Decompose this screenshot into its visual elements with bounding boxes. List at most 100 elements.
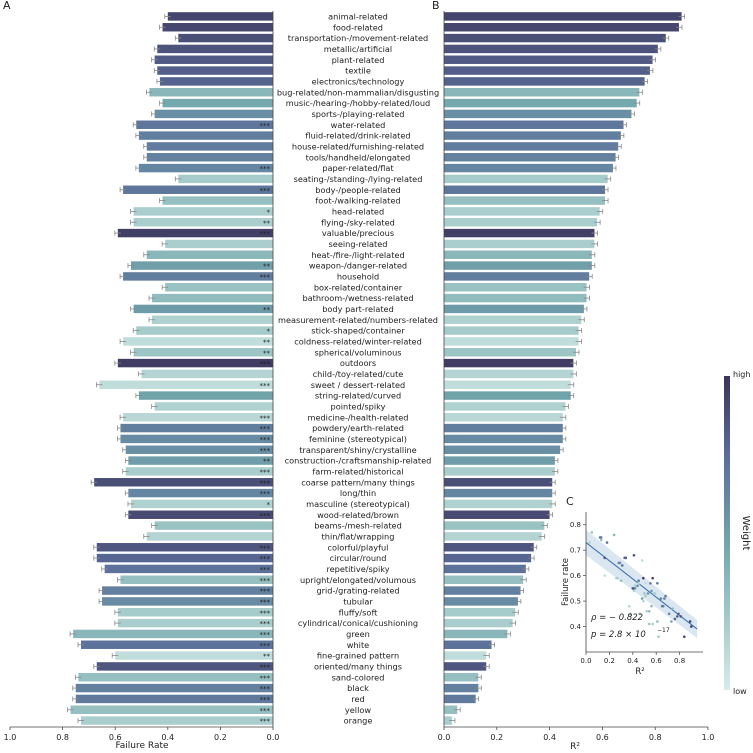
category-label: sports-/playing-related (312, 109, 405, 119)
scatter-point (677, 612, 680, 616)
tick-label-a: 0.2 (214, 733, 227, 742)
bar-b-53 (444, 586, 521, 595)
category-label: paper-related/flat (322, 163, 394, 173)
scatter-point (656, 620, 659, 623)
scatter-point (637, 579, 640, 583)
bar-a-27 (133, 304, 273, 314)
tick-label-b: 0.2 (490, 733, 503, 742)
category-label: circular/round (330, 553, 387, 563)
scatter-point (637, 581, 640, 585)
category-label: electronics/technology (312, 76, 405, 86)
sig-marker: *** (260, 382, 271, 390)
bar-a-65 (81, 716, 273, 725)
sig-marker: *** (260, 588, 271, 596)
bar-b-35 (444, 391, 571, 400)
bar-b-4 (444, 55, 653, 64)
bar-b-16 (444, 185, 606, 194)
bar-a-50 (96, 553, 273, 563)
bar-a-41 (128, 456, 273, 465)
bar-a-1 (162, 23, 273, 32)
bar-b-12 (444, 142, 619, 151)
scatter-point (650, 589, 653, 593)
bar-a-37 (123, 413, 273, 422)
bar-b-38 (444, 423, 563, 433)
category-label: seating-/standing-/lying-related (294, 174, 423, 184)
scatter-point (667, 612, 671, 616)
scatter-point (631, 587, 635, 590)
scatter-point (664, 594, 667, 598)
sig-marker: *** (260, 631, 271, 639)
sig-marker: *** (260, 165, 271, 173)
tick-label-c-y: 0.7 (570, 547, 581, 555)
scatter-point (679, 615, 683, 618)
bar-b-23 (444, 261, 592, 270)
bar-b-46 (444, 510, 550, 519)
scatter-point (656, 581, 659, 585)
category-label: bathroom-/wetness-related (302, 293, 413, 303)
sig-marker: *** (260, 414, 271, 422)
bar-b-9 (444, 109, 632, 119)
sig-marker: * (267, 208, 271, 216)
tick-label-c-y: 0.8 (570, 521, 581, 529)
tick-label-c-x: 0.6 (651, 657, 663, 665)
category-label: coldness-related/winter-related (294, 336, 422, 346)
scatter-point (590, 531, 594, 534)
xlabel-b: R² (570, 742, 580, 752)
bar-b-5 (444, 66, 650, 75)
category-label: yellow (345, 705, 371, 715)
sig-marker: *** (260, 555, 271, 563)
bar-a-42 (125, 467, 273, 476)
category-label: thin/flat/wrapping (322, 531, 395, 541)
bar-b-21 (444, 239, 595, 249)
category-label: orange (344, 716, 373, 726)
sig-marker: * (267, 501, 271, 509)
scatter-point (690, 625, 693, 628)
bar-b-50 (444, 553, 532, 563)
category-label: oriented/many things (314, 661, 402, 671)
bar-b-15 (444, 174, 608, 184)
bar-a-64 (70, 705, 274, 714)
scatter-point (627, 604, 631, 608)
bar-a-36 (154, 402, 273, 411)
colorbar-title: Weight (740, 516, 751, 551)
scatter-point (663, 597, 666, 600)
scatter-point (640, 597, 644, 600)
scatter-point (643, 592, 646, 595)
sig-marker: *** (260, 577, 271, 585)
category-label: sweet / dessert-related (311, 380, 406, 390)
scatter-point (652, 592, 656, 595)
tick-label-c-x: 0.8 (674, 657, 685, 665)
category-label: fluffy/soft (339, 607, 379, 617)
scatter-point (620, 564, 624, 567)
panel-label-c: C (566, 495, 574, 508)
scatter-point (633, 584, 637, 588)
scatter-point (642, 576, 645, 580)
panel-label-b: B (432, 0, 440, 12)
scatter-point (605, 541, 609, 544)
scatter-point (645, 609, 649, 613)
sig-marker: *** (260, 122, 271, 130)
tick-label-c-x: 0.4 (627, 657, 639, 665)
category-label: body part-related (322, 304, 394, 314)
category-label: white (347, 640, 369, 650)
bar-b-59 (444, 651, 487, 660)
scatter-point (657, 635, 660, 639)
category-label: transparent/shiny/crystalline (299, 445, 416, 455)
bar-b-43 (444, 478, 553, 487)
category-label: body-/people-related (315, 185, 401, 195)
category-label: heat-/fire-/light-related (311, 250, 404, 260)
category-label: cylindrical/conical/cushioning (298, 618, 418, 628)
bar-a-16 (123, 185, 273, 194)
category-label: house-related/furnishing-related (292, 141, 424, 151)
sig-marker: *** (260, 620, 271, 628)
sig-marker: ** (263, 263, 271, 271)
category-label: foot-/walking-related (315, 196, 400, 206)
sig-marker: ** (263, 653, 271, 661)
tick-label-a: 0.8 (56, 733, 69, 742)
bar-b-6 (444, 77, 645, 86)
bar-b-1 (444, 23, 679, 32)
bar-a-56 (117, 618, 273, 628)
category-label: feminine (stereotypical) (309, 434, 407, 444)
bar-a-62 (75, 683, 273, 693)
bar-b-52 (444, 575, 524, 584)
